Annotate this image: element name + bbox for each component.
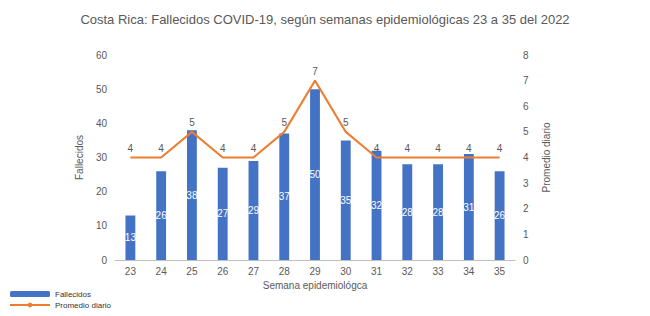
svg-text:10: 10 bbox=[96, 220, 108, 231]
svg-text:4: 4 bbox=[251, 143, 257, 154]
svg-text:4: 4 bbox=[523, 152, 529, 163]
svg-text:4: 4 bbox=[128, 143, 134, 154]
svg-text:4: 4 bbox=[497, 143, 503, 154]
svg-text:0: 0 bbox=[101, 255, 107, 266]
svg-text:6: 6 bbox=[523, 101, 529, 112]
svg-text:7: 7 bbox=[523, 75, 529, 86]
svg-text:40: 40 bbox=[96, 118, 108, 129]
svg-text:26: 26 bbox=[217, 266, 229, 277]
svg-text:2: 2 bbox=[523, 203, 529, 214]
svg-text:Promedio diario: Promedio diario bbox=[55, 301, 112, 310]
svg-text:50: 50 bbox=[96, 84, 108, 95]
svg-text:5: 5 bbox=[343, 117, 349, 128]
svg-text:28: 28 bbox=[433, 207, 445, 218]
svg-text:60: 60 bbox=[96, 50, 108, 61]
svg-text:35: 35 bbox=[340, 195, 352, 206]
svg-text:28: 28 bbox=[402, 207, 414, 218]
svg-text:28: 28 bbox=[279, 266, 291, 277]
svg-text:31: 31 bbox=[463, 202, 475, 213]
svg-text:50: 50 bbox=[309, 169, 321, 180]
svg-text:Fallecidos: Fallecidos bbox=[74, 135, 85, 180]
svg-text:20: 20 bbox=[96, 186, 108, 197]
svg-text:33: 33 bbox=[433, 266, 445, 277]
svg-text:25: 25 bbox=[186, 266, 198, 277]
svg-text:26: 26 bbox=[156, 210, 168, 221]
svg-text:38: 38 bbox=[186, 190, 198, 201]
svg-text:7: 7 bbox=[312, 66, 318, 77]
svg-text:23: 23 bbox=[125, 266, 137, 277]
svg-text:4: 4 bbox=[435, 143, 441, 154]
svg-text:27: 27 bbox=[217, 208, 229, 219]
svg-text:4: 4 bbox=[158, 143, 164, 154]
svg-text:37: 37 bbox=[279, 191, 291, 202]
svg-text:24: 24 bbox=[156, 266, 168, 277]
svg-text:13: 13 bbox=[125, 232, 137, 243]
svg-text:4: 4 bbox=[405, 143, 411, 154]
svg-text:1: 1 bbox=[523, 229, 529, 240]
svg-text:5: 5 bbox=[281, 117, 287, 128]
svg-text:30: 30 bbox=[96, 152, 108, 163]
svg-text:5: 5 bbox=[189, 117, 195, 128]
svg-text:Promedio diario: Promedio diario bbox=[541, 122, 552, 192]
svg-text:4: 4 bbox=[220, 143, 226, 154]
svg-text:3: 3 bbox=[523, 178, 529, 189]
svg-text:Fallecidos: Fallecidos bbox=[55, 290, 91, 299]
svg-text:34: 34 bbox=[463, 266, 475, 277]
svg-text:30: 30 bbox=[340, 266, 352, 277]
svg-text:4: 4 bbox=[374, 143, 380, 154]
svg-text:Costa Rica: Fallecidos COVID-1: Costa Rica: Fallecidos COVID-19, según s… bbox=[80, 12, 569, 27]
svg-text:29: 29 bbox=[309, 266, 321, 277]
svg-text:5: 5 bbox=[523, 126, 529, 137]
svg-text:31: 31 bbox=[371, 266, 383, 277]
svg-text:Semana epidemiológca: Semana epidemiológca bbox=[263, 280, 368, 291]
svg-text:32: 32 bbox=[402, 266, 414, 277]
svg-text:4: 4 bbox=[466, 143, 472, 154]
svg-text:26: 26 bbox=[494, 210, 506, 221]
svg-text:35: 35 bbox=[494, 266, 506, 277]
svg-text:0: 0 bbox=[523, 255, 529, 266]
svg-text:8: 8 bbox=[523, 50, 529, 61]
svg-text:27: 27 bbox=[248, 266, 260, 277]
svg-text:29: 29 bbox=[248, 205, 260, 216]
svg-text:32: 32 bbox=[371, 200, 383, 211]
